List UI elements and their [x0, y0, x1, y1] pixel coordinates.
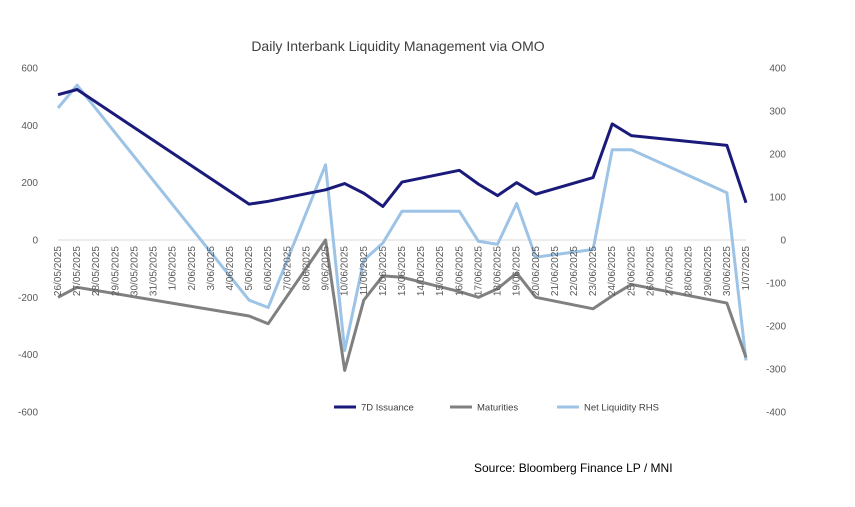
y-left-tick-label: 600: [21, 64, 38, 75]
series-line-maturities: [57, 238, 748, 372]
legend-label: Net Liquidity RHS: [584, 403, 659, 414]
x-tick-label: 12/06/2025: [378, 246, 389, 296]
x-tick-label: 28/05/2025: [91, 246, 102, 296]
x-tick-label: 27/05/2025: [72, 246, 83, 296]
x-tick-label: 3/06/2025: [206, 246, 217, 291]
x-tick-label: 7/06/2025: [282, 246, 293, 291]
chart-title: Daily Interbank Liquidity Management via…: [251, 38, 544, 54]
x-tick-label: 29/05/2025: [110, 246, 121, 296]
x-tick-label: 28/06/2025: [684, 246, 695, 296]
legend-label: Maturities: [477, 403, 518, 414]
x-tick-label: 21/06/2025: [550, 246, 561, 296]
legend-label: 7D Issuance: [361, 403, 414, 414]
x-tick-label: 1/07/2025: [741, 246, 752, 291]
y-right-tick-label: -200: [766, 322, 786, 333]
x-tick-label: 30/05/2025: [129, 246, 140, 296]
x-tick-label: 15/06/2025: [435, 246, 446, 296]
series-line-net-liquidity-rhs: [56, 83, 748, 361]
x-axis: 26/05/2025 27/05/2025 28/05/2025 29/05/2025…: [53, 246, 752, 296]
y-right-tick-label: 300: [769, 107, 786, 118]
x-tick-label: 26/05/2025: [53, 246, 64, 296]
y-left-tick-label: 400: [21, 121, 38, 132]
x-tick-label: 19/06/2025: [512, 246, 523, 296]
x-tick-label: 9/06/2025: [321, 246, 332, 291]
x-tick-label: 6/06/2025: [263, 246, 274, 291]
y-right-tick-label: 100: [769, 193, 786, 204]
x-tick-label: 16/06/2025: [454, 246, 465, 296]
x-tick-label: 10/06/2025: [340, 246, 351, 296]
y-right-tick-label: -300: [766, 365, 786, 376]
x-tick-label: 25/06/2025: [626, 246, 637, 296]
x-tick-label: 5/06/2025: [244, 246, 255, 291]
x-tick-label: 27/06/2025: [665, 246, 676, 296]
x-tick-label: 20/06/2025: [531, 246, 542, 296]
x-tick-label: 17/06/2025: [473, 246, 484, 296]
x-tick-label: 13/06/2025: [397, 246, 408, 296]
x-tick-label: 4/06/2025: [225, 246, 236, 291]
source-note: Source: Bloomberg Finance LP / MNI: [474, 461, 673, 475]
y-axis-left: 600 400 200 0 -200 -400 -600: [18, 64, 38, 419]
y-left-tick-label: 200: [21, 178, 38, 189]
y-right-tick-label: 400: [769, 64, 786, 75]
legend: 7D Issuance Maturities Net Liquidity RHS: [334, 403, 659, 414]
y-left-tick-label: -400: [18, 350, 38, 361]
x-tick-label: 29/06/2025: [703, 246, 714, 296]
x-tick-label: 11/06/2025: [359, 246, 370, 296]
x-tick-label: 30/06/2025: [722, 246, 733, 296]
y-left-tick-label: -600: [18, 408, 38, 419]
y-right-tick-label: 0: [780, 236, 786, 247]
x-tick-label: 8/06/2025: [301, 246, 312, 291]
x-tick-label: 24/06/2025: [607, 246, 618, 296]
y-axis-right: 400 300 200 100 0 -100 -200 -300 -400: [766, 64, 786, 419]
x-tick-label: 2/06/2025: [187, 246, 198, 291]
x-tick-label: 22/06/2025: [569, 246, 580, 296]
series-layer: [56, 83, 748, 372]
y-left-tick-label: -200: [18, 293, 38, 304]
x-tick-label: 1/06/2025: [168, 246, 179, 291]
y-right-tick-label: -400: [766, 408, 786, 419]
y-right-tick-label: 200: [769, 150, 786, 161]
y-right-tick-label: -100: [766, 279, 786, 290]
x-tick-label: 26/06/2025: [645, 246, 656, 296]
x-tick-label: 14/06/2025: [416, 246, 427, 296]
x-tick-label: 18/06/2025: [493, 246, 504, 296]
x-tick-label: 31/05/2025: [149, 246, 160, 296]
y-left-tick-label: 0: [32, 236, 38, 247]
series-line-7d-issuance: [57, 88, 748, 208]
x-tick-label: 23/06/2025: [588, 246, 599, 296]
